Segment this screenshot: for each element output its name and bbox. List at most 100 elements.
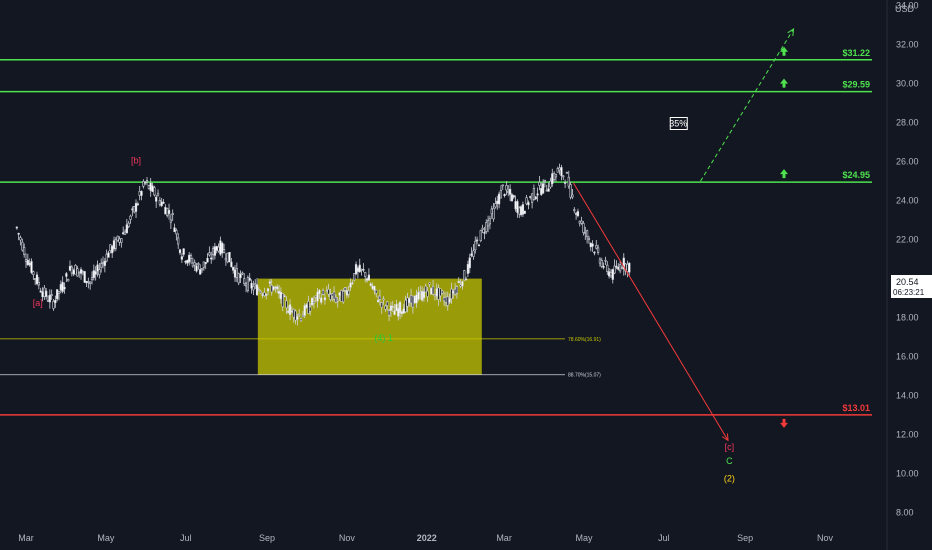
candle-body xyxy=(169,219,172,223)
candle-body xyxy=(382,298,385,301)
candle-body xyxy=(228,251,231,263)
candle-body xyxy=(243,278,246,285)
candle-body xyxy=(598,258,602,264)
candle-body xyxy=(373,285,376,291)
candle-body xyxy=(248,277,251,281)
candle-body xyxy=(107,252,110,258)
candle-body xyxy=(532,188,536,200)
candle-body xyxy=(17,232,20,235)
price-tick-label: 32.00 xyxy=(896,40,919,50)
last-price-value: 20.54 xyxy=(896,277,919,287)
candle-body xyxy=(608,271,611,277)
candle-body xyxy=(415,294,418,304)
candle-body xyxy=(334,296,337,303)
candle-body xyxy=(182,248,185,255)
candle-body xyxy=(221,242,224,254)
candle-body xyxy=(558,167,561,171)
candle-body xyxy=(138,191,141,196)
candle-body xyxy=(534,196,537,200)
candle-body xyxy=(199,269,202,275)
candle-body xyxy=(360,268,363,271)
candle-body xyxy=(32,271,35,275)
candle-body xyxy=(353,273,356,281)
candle-body xyxy=(215,246,218,251)
candle-body xyxy=(430,287,433,295)
candle-body xyxy=(57,291,61,294)
percent-badge xyxy=(669,117,688,130)
candle-body xyxy=(617,266,620,270)
candle-body xyxy=(281,293,284,308)
wave-label: (4) 1 xyxy=(374,333,393,343)
candle-body xyxy=(508,188,512,195)
candle-body xyxy=(525,197,528,205)
candle-body xyxy=(492,207,495,220)
candle-body xyxy=(562,175,565,178)
candle-body xyxy=(164,207,167,215)
candle-body xyxy=(292,309,295,318)
candle-body xyxy=(219,240,222,255)
candle-body xyxy=(144,181,147,184)
price-tick-label: 34.00 xyxy=(896,1,919,11)
candle-body xyxy=(321,290,325,295)
candle-body xyxy=(140,190,143,196)
candle-body xyxy=(224,257,227,261)
candle-body xyxy=(98,269,101,275)
candle-body xyxy=(477,244,481,247)
candle-body xyxy=(268,281,271,284)
candle-body xyxy=(186,259,189,264)
candle-body xyxy=(514,201,517,210)
time-tick-label: May xyxy=(97,533,115,543)
candle-body xyxy=(466,264,470,274)
time-tick-label: Nov xyxy=(817,533,834,543)
candle-body xyxy=(254,283,257,286)
candle-body xyxy=(310,297,314,306)
candle-body xyxy=(530,193,534,203)
candle-body xyxy=(340,290,343,302)
candle-body xyxy=(549,180,552,188)
candle-body xyxy=(380,302,383,308)
candle-body xyxy=(120,238,123,243)
candle-body xyxy=(567,176,570,187)
candle-body xyxy=(329,294,332,300)
candle-body xyxy=(461,281,464,287)
candle-body xyxy=(279,291,282,300)
candle-body xyxy=(349,282,352,288)
price-tick-label: 10.00 xyxy=(896,469,919,479)
candle-body xyxy=(620,267,624,269)
up-arrow-icon xyxy=(780,78,788,88)
candle-body xyxy=(545,189,548,192)
candle-body xyxy=(296,316,299,320)
demand-zone-group xyxy=(257,278,482,375)
candle-body xyxy=(470,253,473,256)
candle-body xyxy=(626,263,629,272)
time-axis[interactable]: Mar May Jul Sep Nov 2022 Mar May Jul Sep Nov xyxy=(18,533,833,543)
candle-body xyxy=(30,261,33,273)
candle-body xyxy=(270,285,273,293)
candle-body xyxy=(602,266,605,268)
candle-body xyxy=(166,208,169,216)
candle-body xyxy=(435,288,438,297)
fib-label: 78.60%(16.91) xyxy=(568,337,601,343)
candle-body xyxy=(28,262,31,266)
candle-body xyxy=(551,173,554,185)
candle-body xyxy=(586,230,589,238)
candle-body xyxy=(609,272,613,277)
candle-body xyxy=(437,287,440,300)
candle-body xyxy=(424,285,427,293)
candle-body xyxy=(92,270,95,278)
candle-body xyxy=(316,291,319,302)
candle-body xyxy=(123,231,127,235)
candle-body xyxy=(369,283,372,286)
candle-body xyxy=(237,273,240,284)
candle-body xyxy=(208,252,211,256)
candle-body xyxy=(464,278,468,281)
candle-body xyxy=(109,244,112,252)
candle-body xyxy=(114,239,117,249)
candle-body xyxy=(501,184,504,187)
projection-arrowhead-icon xyxy=(787,28,795,37)
candle-body xyxy=(580,220,583,224)
candle-body xyxy=(564,182,567,184)
candle-body xyxy=(507,191,510,193)
price-axis[interactable]: 8.0010.0012.0014.0016.0018.0020.0022.002… xyxy=(896,1,919,518)
